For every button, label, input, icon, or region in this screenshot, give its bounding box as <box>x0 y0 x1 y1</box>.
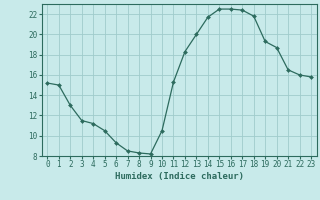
X-axis label: Humidex (Indice chaleur): Humidex (Indice chaleur) <box>115 172 244 181</box>
